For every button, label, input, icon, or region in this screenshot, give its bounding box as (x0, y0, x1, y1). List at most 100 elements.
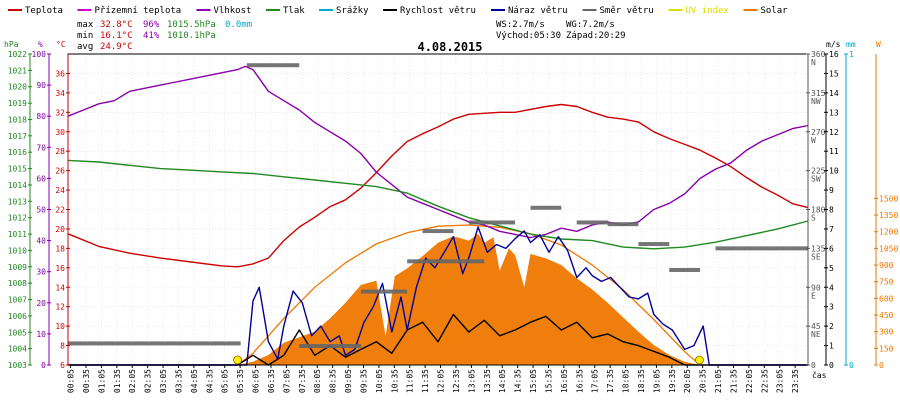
y-tick-label-wind_ms: 15 (829, 69, 839, 78)
wind-direction-mark (638, 242, 670, 247)
y-tick-label-direction_deg: 225 (811, 167, 826, 176)
y-tick-label-humidity_pct: 10 (36, 330, 46, 339)
legend-label: Rychlost větru (400, 6, 476, 16)
unit-ms: m/s (826, 40, 841, 49)
y-tick-label-temperature_c: 8 (60, 342, 65, 351)
wind-direction-mark (407, 259, 485, 264)
y-tick-label-temperature_c: 6 (60, 361, 65, 370)
x-tick-label: 15:35 (544, 369, 553, 393)
y-tick-label-pressure_hpa: 1007 (8, 296, 27, 305)
sun-marker (233, 355, 242, 365)
y-tick-label-temperature_c: 36 (55, 69, 65, 78)
x-tick-label: 05:05 (221, 369, 230, 393)
y-tick-label-temperature_c: 20 (55, 225, 65, 234)
stat-sunset: Západ:20:29 (566, 31, 626, 41)
y-tick-label-pressure_hpa: 1003 (8, 361, 27, 370)
y-tick-label-humidity_pct: 40 (36, 237, 46, 246)
y-tick-label-temperature_c: 26 (55, 167, 65, 176)
y-tick-label-pressure_hpa: 1005 (8, 328, 27, 337)
x-tick-label: 01:35 (113, 369, 122, 393)
y-dir-label: NE (811, 330, 821, 339)
x-tick-label: 16:05 (560, 369, 569, 393)
x-tick-label: 12:05 (437, 369, 446, 393)
x-tick-label: 11:05 (406, 369, 415, 393)
x-tick-label: 02:05 (128, 369, 137, 393)
wind-direction-mark (669, 267, 701, 272)
y-tick-label-humidity_pct: 50 (36, 206, 46, 215)
x-tick-label: 13:05 (467, 369, 476, 393)
y-tick-label-temperature_c: 14 (55, 283, 65, 292)
x-tick-label: 12:35 (452, 369, 461, 393)
series-teplota-line (67, 103, 809, 268)
legend: Teplota Přízemní teplota Vlhkost Tlak Srážky… (8, 6, 788, 16)
y-dir-label: W (811, 136, 816, 145)
x-tick-label: 07:35 (298, 369, 307, 393)
x-tick-label: 04:35 (205, 369, 214, 393)
y-tick-label-pressure_hpa: 1012 (8, 214, 27, 223)
stat-max-rain: 0.0mm (225, 20, 252, 30)
wind-direction-mark (607, 222, 639, 227)
x-tick-label: 14:05 (498, 369, 507, 393)
x-tick-label: 05:35 (236, 369, 245, 393)
y-tick-label-rain_mm: 1 (849, 50, 854, 59)
legend-label: Solar (761, 6, 789, 16)
y-tick-label-pressure_hpa: 1008 (8, 279, 27, 288)
y-tick-label-pressure_hpa: 1021 (8, 66, 27, 75)
y-tick-label-pressure_hpa: 1013 (8, 197, 27, 206)
y-dir-label: N (811, 58, 816, 67)
x-tick-label: 08:05 (313, 369, 322, 393)
stat-max-temp: 32.8°C (100, 20, 133, 30)
stat-avg-label: avg (77, 42, 93, 52)
x-tick-label: 00:05 (67, 369, 76, 393)
y-dir-label: SE (811, 252, 821, 261)
sun-markers (233, 355, 704, 365)
y-tick-label-pressure_hpa: 1020 (8, 83, 27, 92)
stat-min-hum: 41% (143, 31, 160, 41)
x-tick-label: 11:35 (421, 369, 430, 393)
wind-direction-mark (299, 343, 361, 348)
x-tick-label: 20:05 (683, 369, 692, 393)
x-tick-label: 19:35 (668, 369, 677, 393)
wind-direction-mark (360, 289, 408, 294)
axis-units: hPa % °C m/s mm W čas (4, 40, 881, 380)
y-tick-label-temperature_c: 34 (55, 89, 65, 98)
y-tick-label-pressure_hpa: 1017 (8, 132, 27, 141)
y-tick-label-pressure_hpa: 1018 (8, 115, 27, 124)
y-tick-label-solar_w: 450 (879, 311, 894, 320)
y-tick-label-temperature_c: 30 (55, 128, 65, 137)
x-tick-label: 01:05 (97, 369, 106, 393)
x-tick-label: 09:35 (359, 369, 368, 393)
y-tick-label-pressure_hpa: 1011 (8, 230, 27, 239)
x-tick-label: 17:35 (606, 369, 615, 393)
wind-direction-mark (68, 341, 241, 346)
x-tick-label: 22:35 (760, 369, 769, 393)
y-tick-label-wind_ms: 3 (829, 303, 834, 312)
x-tick-label: 02:35 (144, 369, 153, 393)
x-tick-label: 23:05 (776, 369, 785, 393)
x-tick-label: 10:35 (390, 369, 399, 393)
wind-direction-mark (246, 63, 300, 68)
stat-max-hum: 96% (143, 20, 160, 30)
y-tick-label-wind_ms: 8 (829, 206, 834, 215)
x-tick-label: 00:35 (82, 369, 91, 393)
y-tick-label-humidity_pct: 0 (41, 361, 46, 370)
x-tick-label: 19:05 (652, 369, 661, 393)
y-tick-label-pressure_hpa: 1015 (8, 165, 27, 174)
y-tick-label-direction_deg: 90 (811, 283, 821, 292)
wind-direction-mark (576, 220, 608, 225)
y-dir-label: E (811, 291, 816, 300)
y-tick-label-wind_ms: 14 (829, 89, 839, 98)
y-dir-label: S (811, 214, 816, 223)
unit-hpa: hPa (4, 40, 19, 49)
sun-marker (695, 355, 704, 365)
legend-label: UV index (686, 6, 730, 16)
stat-wg: WG:7.2m/s (566, 20, 615, 30)
unit-mm: mm (846, 40, 856, 49)
x-tick-label: 17:05 (591, 369, 600, 393)
legend-label: Teplota (25, 6, 63, 16)
y-tick-label-temperature_c: 22 (55, 206, 65, 215)
y-tick-label-temperature_c: 28 (55, 147, 65, 156)
y-tick-label-temperature_c: 18 (55, 244, 65, 253)
y-tick-label-wind_ms: 10 (829, 167, 839, 176)
